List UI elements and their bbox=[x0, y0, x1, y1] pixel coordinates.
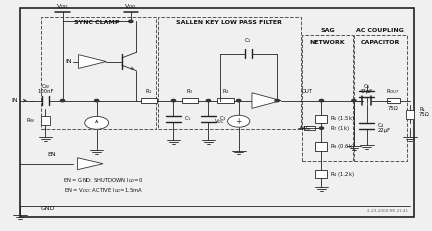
Text: OUT: OUT bbox=[302, 89, 312, 94]
Bar bbox=[315, 115, 327, 123]
Text: +: + bbox=[235, 117, 242, 126]
Circle shape bbox=[85, 116, 108, 129]
Text: V$_{DD}$: V$_{DD}$ bbox=[56, 2, 69, 11]
Text: NETWORK: NETWORK bbox=[310, 40, 345, 45]
Text: EN: EN bbox=[48, 152, 56, 157]
Bar bbox=[141, 98, 157, 103]
Text: R$_7$ (1k): R$_7$ (1k) bbox=[330, 124, 350, 133]
Text: C$_5$: C$_5$ bbox=[363, 82, 371, 91]
Text: CAPACITOR: CAPACITOR bbox=[361, 40, 400, 45]
Polygon shape bbox=[77, 158, 103, 170]
Bar bbox=[217, 98, 234, 103]
Circle shape bbox=[206, 99, 210, 102]
Bar bbox=[354, 35, 407, 161]
Text: 75Ω: 75Ω bbox=[388, 106, 398, 111]
Text: EN = V$_{DD}$: ACTIVE I$_{DD}$=1.5mA: EN = V$_{DD}$: ACTIVE I$_{DD}$=1.5mA bbox=[64, 186, 143, 195]
Text: SALLEN KEY LOW PASS FILTER: SALLEN KEY LOW PASS FILTER bbox=[176, 20, 282, 25]
Text: SAG: SAG bbox=[320, 28, 335, 33]
Bar bbox=[158, 17, 301, 129]
Text: R$_L$: R$_L$ bbox=[419, 105, 426, 114]
Text: C$_1$: C$_1$ bbox=[184, 115, 192, 123]
Text: R$_1$: R$_1$ bbox=[145, 87, 153, 96]
Text: SAG: SAG bbox=[300, 126, 311, 131]
Text: V$_{DC}$: V$_{DC}$ bbox=[213, 117, 225, 126]
Text: 2-23-2004 RR 21:41: 2-23-2004 RR 21:41 bbox=[367, 209, 408, 213]
Text: EN = GND: SHUTDOWN I$_{DD}$=0: EN = GND: SHUTDOWN I$_{DD}$=0 bbox=[63, 176, 143, 185]
Circle shape bbox=[275, 99, 279, 102]
Text: 100nF: 100nF bbox=[37, 89, 54, 94]
Bar bbox=[406, 110, 414, 119]
Text: V$_{DD}$: V$_{DD}$ bbox=[124, 2, 137, 11]
Circle shape bbox=[129, 20, 133, 22]
Text: 22μF: 22μF bbox=[377, 128, 391, 133]
Text: C$_3$: C$_3$ bbox=[219, 115, 227, 123]
Text: C$_4$: C$_4$ bbox=[377, 121, 385, 130]
Polygon shape bbox=[252, 93, 281, 108]
Bar bbox=[41, 116, 50, 125]
Text: R$_5$ (1.5k): R$_5$ (1.5k) bbox=[330, 114, 355, 123]
Text: R$_3$: R$_3$ bbox=[222, 87, 229, 96]
Text: AC COUPLING: AC COUPLING bbox=[356, 28, 404, 33]
Circle shape bbox=[172, 99, 175, 102]
Text: 75Ω: 75Ω bbox=[419, 112, 429, 117]
Bar bbox=[304, 126, 315, 130]
Text: IN: IN bbox=[11, 98, 18, 103]
Circle shape bbox=[352, 99, 356, 102]
Text: R$_{OUT}$: R$_{OUT}$ bbox=[386, 87, 400, 96]
Text: R$_4$ (1.2k): R$_4$ (1.2k) bbox=[330, 170, 355, 179]
Polygon shape bbox=[79, 55, 106, 68]
Text: R$_{IN}$: R$_{IN}$ bbox=[26, 116, 35, 125]
Circle shape bbox=[228, 115, 250, 127]
Bar bbox=[315, 170, 327, 178]
Text: C$_2$: C$_2$ bbox=[245, 36, 252, 45]
Bar bbox=[41, 17, 156, 129]
Bar bbox=[302, 35, 353, 161]
Text: R$_2$: R$_2$ bbox=[186, 87, 194, 96]
Text: SYNC CLAMP: SYNC CLAMP bbox=[74, 20, 119, 25]
Bar bbox=[315, 142, 327, 151]
Circle shape bbox=[319, 127, 324, 129]
Text: R$_8$ (0.6k): R$_8$ (0.6k) bbox=[330, 142, 355, 151]
Circle shape bbox=[237, 99, 241, 102]
Bar bbox=[387, 98, 400, 103]
Text: C$_{IN}$: C$_{IN}$ bbox=[41, 82, 50, 91]
Circle shape bbox=[319, 99, 324, 102]
Circle shape bbox=[60, 99, 65, 102]
Text: 47μF: 47μF bbox=[360, 89, 373, 94]
Bar bbox=[181, 98, 198, 103]
Text: IN: IN bbox=[65, 59, 72, 64]
Circle shape bbox=[95, 99, 99, 102]
Text: GND: GND bbox=[40, 207, 55, 211]
